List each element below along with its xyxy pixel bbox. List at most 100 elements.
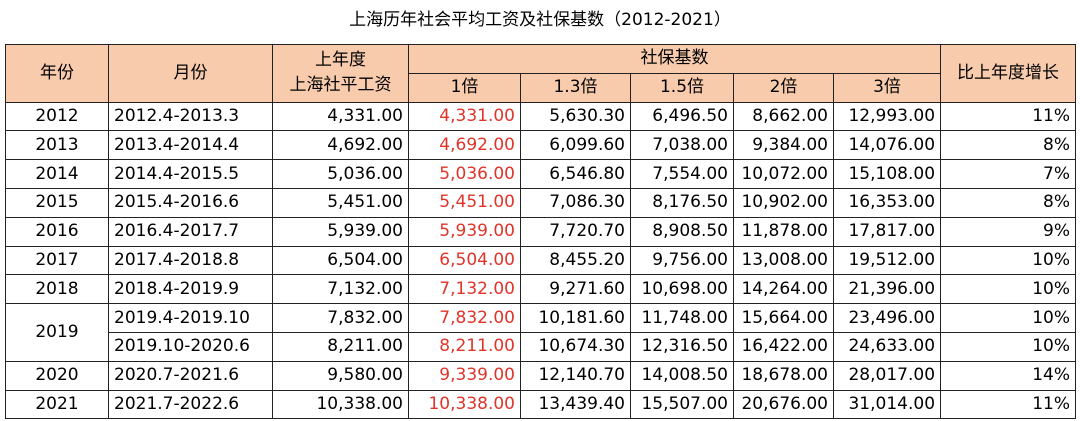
base-cell: 17,817.00 xyxy=(832,216,942,247)
table-header: 年份 月份 上年度 上海社平工资 社保基数 比上年度增长 1倍 1.3倍 1.5倍 2倍… xyxy=(5,44,1077,103)
base-cell: 16,353.00 xyxy=(832,187,942,218)
base-cell: 23,496.00 xyxy=(832,303,942,333)
base-cell: 11,878.00 xyxy=(733,216,834,247)
base-cell: 28,017.00 xyxy=(832,360,942,391)
base-cell: 15,507.00 xyxy=(630,389,734,420)
wage-cell: 5,939.00 xyxy=(272,216,409,247)
base-cell: 7,086.30 xyxy=(520,187,631,218)
base-cell: 9,756.00 xyxy=(630,245,734,276)
base-cell: 12,993.00 xyxy=(832,101,942,132)
growth-cell: 10% xyxy=(940,245,1077,276)
base-cell: 8,455.20 xyxy=(520,245,631,276)
header-cell: 月份 xyxy=(108,44,273,103)
base-cell: 19,512.00 xyxy=(832,245,942,276)
base-cell: 4,331.00 xyxy=(408,101,521,132)
table-row: 2016 2016.4-2017.7 5,939.00 5,939.00 7,720.7… xyxy=(5,216,1077,247)
base-cell: 9,271.60 xyxy=(520,274,631,305)
table-row: 2015 2015.4-2016.6 5,451.00 5,451.00 7,086.3… xyxy=(5,187,1077,218)
table-title: 上海历年社会平均工资及社保基数（2012-2021） xyxy=(349,10,731,30)
growth-cell: 8% xyxy=(940,130,1077,161)
base-cell: 8,211.00 xyxy=(408,331,521,362)
base-cell: 10,698.00 xyxy=(630,274,734,305)
base-cell: 13,008.00 xyxy=(733,245,834,276)
year-cell: 2014 xyxy=(5,159,109,189)
base-cell: 21,396.00 xyxy=(832,274,942,305)
base-cell: 10,674.30 xyxy=(520,331,631,362)
base-cell: 7,132.00 xyxy=(408,274,521,305)
base-cell: 14,264.00 xyxy=(733,274,834,305)
table-row: 2021 2021.7-2022.6 10,338.00 10,338.00 13,43… xyxy=(5,389,1077,420)
base-cell: 16,422.00 xyxy=(733,331,834,362)
base-cell: 5,451.00 xyxy=(408,187,521,218)
header-cell: 年份 xyxy=(5,44,109,103)
period-cell: 2015.4-2016.6 xyxy=(108,187,273,218)
period-cell: 2020.7-2021.6 xyxy=(108,360,273,391)
header-row: 1倍 1.3倍 1.5倍 2倍 3倍 xyxy=(6,72,1076,103)
table-row: 2012 2012.4-2013.3 4,331.00 4,331.00 5,630.3… xyxy=(5,101,1077,132)
period-cell: 2012.4-2013.3 xyxy=(108,101,273,132)
header-cell: 2倍 xyxy=(733,72,834,103)
base-cell: 10,181.60 xyxy=(520,303,631,333)
wage-cell: 5,451.00 xyxy=(272,187,409,218)
table-row: 2017 2017.4-2018.8 6,504.00 6,504.00 8,455.2… xyxy=(5,245,1077,276)
growth-cell: 10% xyxy=(940,303,1077,333)
wage-cell: 4,692.00 xyxy=(272,130,409,161)
base-cell: 6,099.60 xyxy=(520,130,631,161)
base-cell: 31,014.00 xyxy=(832,389,942,420)
year-cell: 2019 xyxy=(5,303,109,362)
base-cell: 7,832.00 xyxy=(408,303,521,333)
year-cell: 2015 xyxy=(5,187,109,218)
base-cell: 10,072.00 xyxy=(733,159,834,189)
wage-cell: 8,211.00 xyxy=(272,331,409,362)
period-cell: 2017.4-2018.8 xyxy=(108,245,273,276)
base-cell: 5,939.00 xyxy=(408,216,521,247)
header-line: 上年度 xyxy=(315,50,366,71)
header-cell: 社保基数 xyxy=(407,44,942,74)
growth-cell: 10% xyxy=(940,274,1077,305)
base-cell: 7,720.70 xyxy=(520,216,631,247)
base-cell: 20,676.00 xyxy=(733,389,834,420)
wage-cell: 7,832.00 xyxy=(272,303,409,333)
base-cell: 4,692.00 xyxy=(408,130,521,161)
wage-cell: 10,338.00 xyxy=(272,389,409,420)
header-cell: 1.3倍 xyxy=(520,72,631,103)
year-cell: 2020 xyxy=(5,360,109,391)
growth-cell: 11% xyxy=(940,389,1077,420)
base-cell: 9,339.00 xyxy=(408,360,521,391)
table: 年份 月份 上年度 上海社平工资 社保基数 比上年度增长 1倍 1.3倍 1.5倍 2倍… xyxy=(5,44,1077,420)
period-cell: 2019.10-2020.6 xyxy=(108,331,273,362)
base-cell: 15,108.00 xyxy=(832,159,942,189)
base-cell: 8,908.50 xyxy=(630,216,734,247)
period-cell: 2013.4-2014.4 xyxy=(108,130,273,161)
table-row: 2019 2019.4-2019.10 7,832.00 7,832.00 10,181… xyxy=(5,303,1077,362)
period-cell: 2019.4-2019.10 xyxy=(108,303,273,333)
base-cell: 8,176.50 xyxy=(630,187,734,218)
wage-cell: 9,580.00 xyxy=(272,360,409,391)
growth-cell: 11% xyxy=(940,101,1077,132)
table-body: 2012 2012.4-2013.3 4,331.00 4,331.00 5,630.3… xyxy=(5,101,1077,420)
header-cell: 1倍 xyxy=(408,72,521,103)
period-cell: 2016.4-2017.7 xyxy=(108,216,273,247)
header-cell: 1.5倍 xyxy=(630,72,734,103)
year-cell: 2016 xyxy=(5,216,109,247)
growth-cell: 14% xyxy=(940,360,1077,391)
wage-cell: 7,132.00 xyxy=(272,274,409,305)
wage-cell: 4,331.00 xyxy=(272,101,409,132)
table-row: 2020 2020.7-2021.6 9,580.00 9,339.00 12,140.… xyxy=(5,360,1077,391)
header-cell: 上年度 上海社平工资 xyxy=(272,44,409,103)
base-cell: 14,008.50 xyxy=(630,360,734,391)
table-row: 2019.10-2020.6 8,211.00 8,211.00 10,674.30 1… xyxy=(6,331,1077,362)
growth-cell: 9% xyxy=(940,216,1077,247)
year-cell: 2017 xyxy=(5,245,109,276)
base-cell: 13,439.40 xyxy=(520,389,631,420)
base-cell: 12,316.50 xyxy=(630,331,734,362)
base-cell: 10,902.00 xyxy=(733,187,834,218)
year-cell: 2018 xyxy=(5,274,109,305)
wage-cell: 6,504.00 xyxy=(272,245,409,276)
base-cell: 10,338.00 xyxy=(408,389,521,420)
year-cell: 2013 xyxy=(5,130,109,161)
period-cell: 2021.7-2022.6 xyxy=(108,389,273,420)
wage-cell: 5,036.00 xyxy=(272,159,409,189)
base-cell: 5,036.00 xyxy=(408,159,521,189)
